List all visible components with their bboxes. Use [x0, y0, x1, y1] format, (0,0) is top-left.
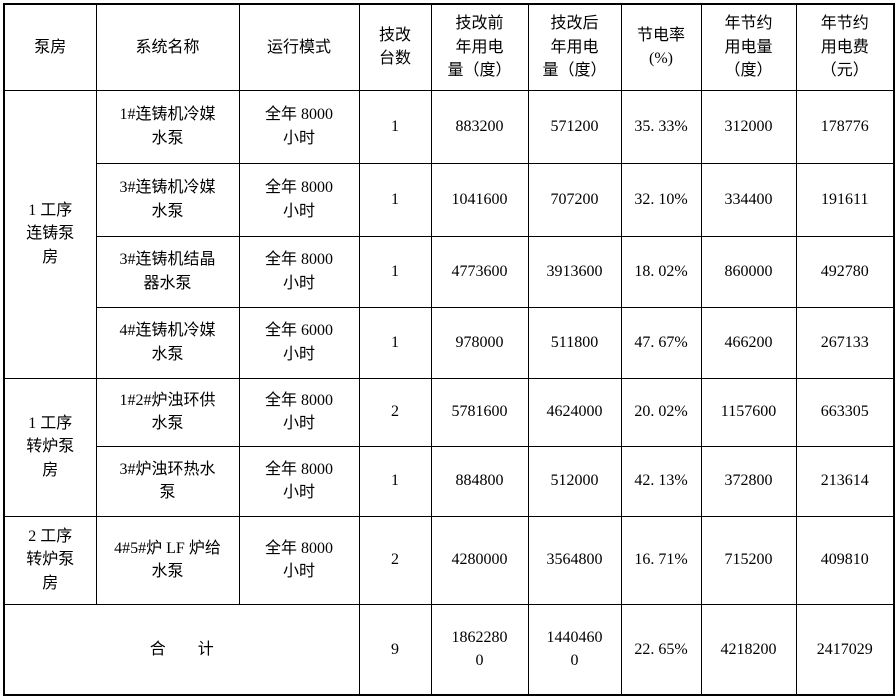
saving-rate-cell: 32. 10%: [620, 162, 702, 237]
saved-kwh-cell: 466200: [700, 306, 797, 379]
saved-cost-cell: 191611: [795, 162, 895, 237]
mode-cell: 全年 6000 小时: [238, 306, 360, 379]
mode-cell: 全年 8000 小时: [238, 377, 360, 447]
before-kwh-cell: 4280000: [430, 515, 529, 605]
saved-cost-cell: 267133: [795, 306, 895, 379]
header-pump-house: 泵房: [3, 3, 97, 91]
mode-cell: 全年 8000 小时: [238, 89, 360, 164]
mode-cell: 全年 8000 小时: [238, 445, 360, 517]
system-cell: 3#炉浊环热水 泵: [95, 445, 240, 517]
after-kwh-cell: 707200: [527, 162, 622, 237]
system-cell: 3#连铸机冷媒 水泵: [95, 162, 240, 237]
saved-kwh-cell: 715200: [700, 515, 797, 605]
units-cell: 1: [358, 162, 432, 237]
table-row: 1 工序 连铸泵 房 1#连铸机冷媒 水泵 全年 8000 小时 1 88320…: [3, 89, 895, 379]
system-cell: 4#5#炉 LF 炉给 水泵: [95, 515, 240, 605]
units-cell: 1: [358, 235, 432, 308]
total-before-kwh-cell: 18622800: [430, 603, 529, 696]
units-cell: 2: [358, 377, 432, 447]
units-cell: 1: [358, 445, 432, 517]
saving-rate-cell: 20. 02%: [620, 377, 702, 447]
total-after-kwh-value: 14404600: [546, 629, 603, 670]
header-system-name: 系统名称: [95, 3, 240, 91]
after-kwh-cell: 3913600: [527, 235, 622, 308]
system-cell: 3#连铸机结晶 器水泵: [95, 235, 240, 308]
mode-cell: 全年 8000 小时: [238, 162, 360, 237]
mode-cell: 全年 8000 小时: [238, 515, 360, 605]
units-cell: 1: [358, 89, 432, 164]
header-run-mode: 运行模式: [238, 3, 360, 91]
total-after-kwh-cell: 14404600: [527, 603, 622, 696]
saved-cost-cell: 409810: [795, 515, 895, 605]
saved-kwh-cell: 1157600: [700, 377, 797, 447]
saved-kwh-cell: 372800: [700, 445, 797, 517]
after-kwh-cell: 3564800: [527, 515, 622, 605]
header-saved-cost: 年节约 用电费 （元）: [795, 3, 895, 91]
total-saved-cost-cell: 2417029: [795, 603, 895, 696]
table-row: 3#连铸机冷媒 水泵 全年 8000 小时 1 1041600 707200 3…: [4, 162, 895, 237]
before-kwh-cell: 4773600: [430, 235, 529, 308]
total-label-cell: 合 计: [3, 603, 360, 696]
total-units-cell: 9: [358, 603, 432, 696]
header-retrofit-units: 技改 台数: [358, 3, 432, 91]
energy-savings-table: 泵房 系统名称 运行模式 技改 台数 技改前 年用电 量（度） 技改后 年用电 …: [3, 3, 895, 696]
header-after-kwh: 技改后 年用电 量（度）: [527, 3, 622, 91]
saved-kwh-cell: 334400: [700, 162, 797, 237]
before-kwh-cell: 884800: [430, 445, 529, 517]
table-row: 3#连铸机结晶 器水泵 全年 8000 小时 1 4773600 3913600…: [4, 235, 895, 308]
mode-cell: 全年 8000 小时: [238, 235, 360, 308]
after-kwh-cell: 571200: [527, 89, 622, 164]
table-row: 3#炉浊环热水 泵 全年 8000 小时 1 884800 512000 42.…: [4, 445, 895, 517]
saved-cost-cell: 178776: [795, 89, 895, 164]
units-cell: 2: [358, 515, 432, 605]
saved-cost-cell: 492780: [795, 235, 895, 308]
after-kwh-cell: 4624000: [527, 377, 622, 447]
table-row: 2 工序 转炉泵 房 4#5#炉 LF 炉给 水泵 全年 8000 小时 2 4…: [3, 515, 895, 605]
header-before-kwh: 技改前 年用电 量（度）: [430, 3, 529, 91]
before-kwh-cell: 883200: [430, 89, 529, 164]
before-kwh-cell: 1041600: [430, 162, 529, 237]
before-kwh-cell: 5781600: [430, 377, 529, 447]
saving-rate-cell: 18. 02%: [620, 235, 702, 308]
saving-rate-cell: 47. 67%: [620, 306, 702, 379]
system-cell: 4#连铸机冷媒 水泵: [95, 306, 240, 379]
saved-cost-cell: 213614: [795, 445, 895, 517]
header-saved-kwh: 年节约 用电量 （度）: [700, 3, 797, 91]
table-row: 1 工序 转炉泵 房 1#2#炉浊环供 水泵 全年 8000 小时 2 5781…: [3, 377, 895, 517]
after-kwh-cell: 511800: [527, 306, 622, 379]
pump-house-cell: 2 工序 转炉泵 房: [3, 515, 97, 605]
saving-rate-cell: 35. 33%: [620, 89, 702, 164]
before-kwh-cell: 978000: [430, 306, 529, 379]
total-saving-rate-cell: 22. 65%: [620, 603, 702, 696]
header-saving-rate: 节电率 (%): [620, 3, 702, 91]
system-cell: 1#2#炉浊环供 水泵: [95, 377, 240, 447]
total-saved-kwh-cell: 4218200: [700, 603, 797, 696]
pump-house-cell: 1 工序 连铸泵 房: [3, 89, 97, 379]
saved-kwh-cell: 312000: [700, 89, 797, 164]
system-cell: 1#连铸机冷媒 水泵: [95, 89, 240, 164]
total-before-kwh-value: 18622800: [451, 629, 508, 670]
table-row: 4#连铸机冷媒 水泵 全年 6000 小时 1 978000 511800 47…: [4, 306, 895, 379]
saved-kwh-cell: 860000: [700, 235, 797, 308]
units-cell: 1: [358, 306, 432, 379]
saved-cost-cell: 663305: [795, 377, 895, 447]
saving-rate-cell: 16. 71%: [620, 515, 702, 605]
header-row: 泵房 系统名称 运行模式 技改 台数 技改前 年用电 量（度） 技改后 年用电 …: [3, 3, 895, 91]
after-kwh-cell: 512000: [527, 445, 622, 517]
total-row: 合 计 9 18622800 14404600 22. 65% 4218200 …: [3, 603, 895, 696]
saving-rate-cell: 42. 13%: [620, 445, 702, 517]
pump-house-cell: 1 工序 转炉泵 房: [3, 377, 97, 517]
